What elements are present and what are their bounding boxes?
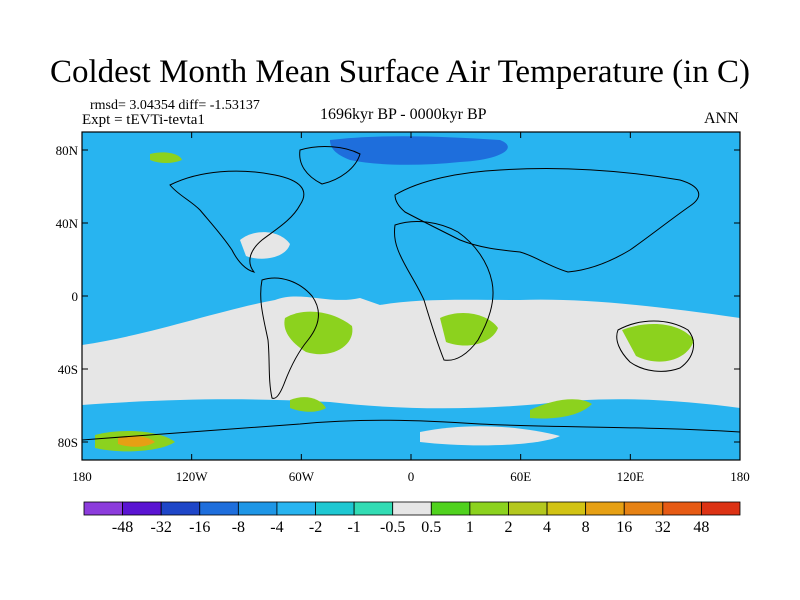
- colorbar-label: -8: [232, 519, 245, 536]
- colorbar-swatch: [315, 501, 355, 516]
- coastline-north-america: [169, 170, 305, 273]
- stats-line: rmsd= 3.04354 diff= -1.53137: [90, 98, 260, 113]
- colorbar-swatch: [469, 501, 509, 516]
- colorbar-swatch: [122, 501, 162, 516]
- lat-tick-label: 40S: [58, 362, 78, 377]
- colorbar-swatch: [237, 501, 278, 516]
- lat-tick-label: 0: [72, 289, 79, 304]
- colorbar-swatch: [623, 501, 664, 516]
- positive-patch-southern-ocean: [530, 399, 592, 419]
- map-title: Coldest Month Mean Surface Air Temperatu…: [50, 54, 750, 90]
- colorbar-swatch: [392, 501, 432, 516]
- lon-tick-label: 120E: [617, 469, 645, 484]
- lat-tick-label: 80N: [56, 143, 79, 158]
- experiment-line: Expt = tEVTi-tevta1: [82, 112, 205, 128]
- colorbar-swatch: [508, 501, 548, 516]
- colorbar-label: -1: [347, 519, 360, 536]
- colorbar-swatch: [701, 501, 741, 516]
- colorbar-label: 0.5: [421, 519, 441, 536]
- positive-patch-greenland: [150, 152, 182, 163]
- coastline-europe-asia: [394, 167, 700, 273]
- colorbar-label: 8: [582, 519, 590, 536]
- colorbar-label: -16: [189, 519, 210, 536]
- lon-tick-label: 60W: [289, 469, 315, 484]
- cold-patch-arctic: [330, 136, 508, 165]
- lon-tick-label: 180: [72, 469, 92, 484]
- neutral-patch-antarctic: [420, 426, 560, 446]
- colorbar-swatch: [276, 501, 316, 516]
- colorbar-swatch: [83, 501, 123, 516]
- coastline-south-america: [260, 277, 319, 399]
- colorbar-label: 2: [504, 519, 512, 536]
- colorbar-swatch: [662, 501, 702, 516]
- colorbar-label: 4: [543, 519, 551, 536]
- lon-tick-label: 0: [408, 469, 415, 484]
- field-background: [82, 132, 740, 460]
- lat-tick-label: 40N: [56, 216, 79, 231]
- colorbar-swatch: [353, 501, 394, 516]
- colorbar-swatch: [430, 501, 471, 516]
- positive-patch-australia: [622, 324, 694, 362]
- warm-patch-antarctic: [118, 435, 155, 447]
- positive-patch-samerica: [284, 311, 353, 355]
- season-label: ANN: [704, 110, 739, 127]
- colorbar-label: -4: [270, 519, 283, 536]
- coastline-greenland: [299, 146, 361, 185]
- colorbar-label: 16: [616, 519, 632, 536]
- neutral-band-southern: [82, 296, 740, 409]
- lon-tick-label: 60E: [510, 469, 531, 484]
- coastline-antarctica: [82, 419, 740, 441]
- colorbar-swatch: [546, 501, 587, 516]
- colorbar-label: 48: [693, 519, 709, 536]
- lon-tick-label: 120W: [176, 469, 209, 484]
- colorbar-label: -2: [309, 519, 322, 536]
- period-line: 1696kyr BP - 0000kyr BP: [320, 106, 487, 123]
- colorbar-label: -32: [151, 519, 172, 536]
- lat-tick-label: 80S: [58, 435, 78, 450]
- positive-patch-weddell: [290, 397, 326, 412]
- coastline-africa: [393, 220, 494, 361]
- colorbar-swatch: [199, 501, 239, 516]
- colorbar-swatch: [585, 501, 625, 516]
- lon-tick-label: 180: [730, 469, 750, 484]
- axis-ticks: 80N 40N 0 40S 80S 180 120W 60W 0 60E 120E 180: [56, 132, 750, 484]
- colorbar-label: -48: [112, 519, 133, 536]
- colorbar-label: -0.5: [380, 519, 405, 536]
- colorbar-label: 1: [466, 519, 474, 536]
- coastline-australia: [616, 320, 695, 372]
- colorbar-swatch: [160, 501, 201, 516]
- positive-patch-africa: [440, 313, 498, 346]
- coastlines: [82, 146, 740, 441]
- colorbar: -48 -32 -16 -8 -4 -2 -1 -0.5 0.5 1 2 4 8 16 32 48: [83, 501, 741, 536]
- field-layer: [82, 132, 740, 460]
- colorbar-label: 32: [655, 519, 671, 536]
